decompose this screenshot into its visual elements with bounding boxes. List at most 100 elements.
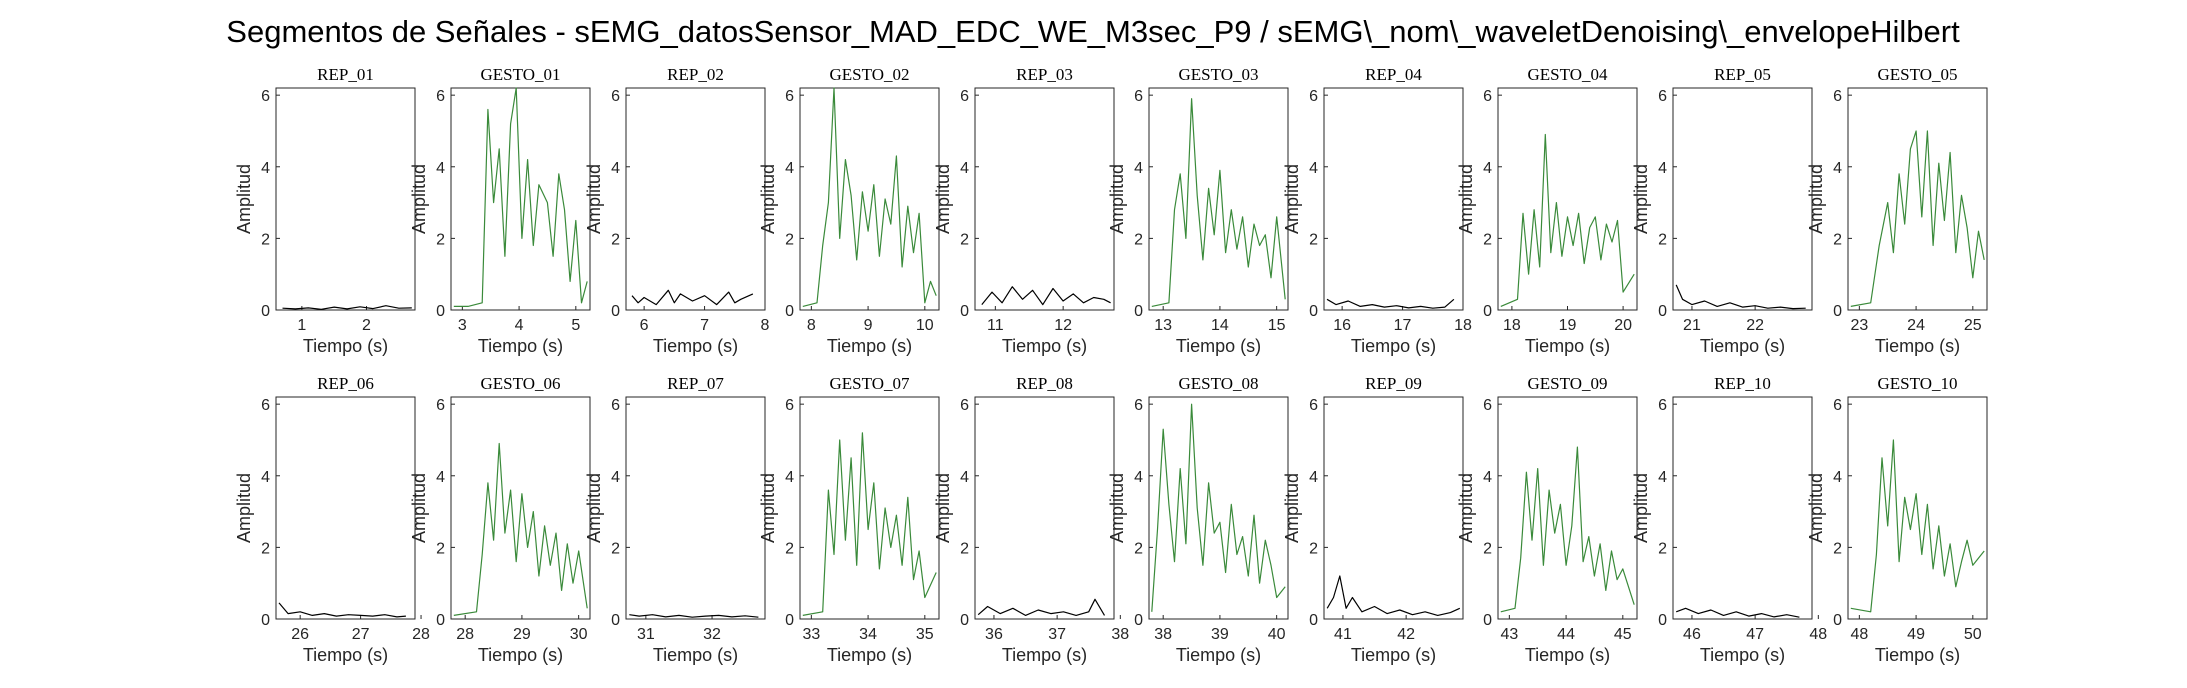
x-tick-label: 37 [1048,626,1066,643]
y-tick-label: 2 [1483,231,1492,248]
y-tick-label: 4 [1833,469,1842,486]
x-axis-label: Tiempo (s) [1002,336,1087,356]
x-axis-label: Tiempo (s) [1002,645,1087,665]
x-axis-label: Tiempo (s) [1875,645,1960,665]
y-tick-label: 2 [785,231,794,248]
y-axis-label: Amplitud [1282,164,1302,234]
y-axis-label: Amplitud [234,164,254,234]
subplot-title: GESTO_07 [830,374,910,393]
x-tick-label: 22 [1746,317,1764,334]
signal-trace [1326,575,1461,617]
axes-box [1148,396,1289,620]
subplot-rep-08: 0 2 4 6 36 37 38 REP_08 Tiempo (s) Amplitud [933,374,1129,665]
y-tick-label: 4 [1134,160,1143,177]
axes-box [275,396,416,620]
subplot-rep-07: 0 2 4 6 31 32 REP_07 Tiempo (s) Amplitud [584,374,766,665]
y-axis-label: Amplitud [1631,473,1651,543]
subplot-rep-09: 0 2 4 6 41 42 REP_09 Tiempo (s) Amplitud [1282,374,1464,665]
y-tick-label: 0 [960,612,969,629]
y-axis-label: Amplitud [758,473,778,543]
axes-box [974,396,1115,620]
axes-box [799,396,940,620]
y-tick-label: 6 [1134,397,1143,414]
y-tick-label: 0 [785,303,794,320]
axes-box [1323,87,1464,311]
subplot-title: REP_02 [667,65,724,84]
y-tick-label: 6 [785,397,794,414]
axes-box [1847,87,1988,311]
x-tick-label: 10 [916,317,934,334]
x-axis-label: Tiempo (s) [478,336,563,356]
subplot-gesto-04: 0 2 4 6 18 19 20 GESTO_04 Tiempo (s) Amplitud [1456,65,1638,356]
y-tick-label: 6 [1658,88,1667,105]
x-tick-label: 47 [1746,626,1764,643]
y-tick-label: 2 [1658,540,1667,557]
x-tick-label: 3 [458,317,467,334]
y-tick-label: 2 [436,231,445,248]
y-tick-label: 2 [1483,540,1492,557]
x-tick-label: 31 [637,626,655,643]
axes-box [1672,87,1813,311]
x-tick-label: 14 [1211,317,1229,334]
x-tick-label: 9 [864,317,873,334]
y-tick-label: 6 [960,397,969,414]
x-tick-label: 24 [1907,317,1925,334]
x-tick-label: 6 [640,317,649,334]
signal-trace [1850,130,1985,307]
y-tick-label: 0 [261,612,270,629]
subplot-title: GESTO_06 [481,374,561,393]
y-axis-label: Amplitud [758,164,778,234]
subplot-title: REP_03 [1016,65,1073,84]
y-tick-label: 0 [960,303,969,320]
y-tick-label: 2 [261,540,270,557]
subplot-title: GESTO_01 [481,65,561,84]
axes-box [974,87,1115,311]
y-tick-label: 4 [1309,469,1318,486]
x-tick-label: 11 [987,317,1004,334]
x-tick-label: 36 [985,626,1003,643]
x-tick-label: 23 [1850,317,1868,334]
x-tick-label: 21 [1683,317,1701,334]
y-tick-label: 4 [261,469,270,486]
y-tick-label: 6 [1658,397,1667,414]
x-axis-label: Tiempo (s) [303,336,388,356]
y-axis-label: Amplitud [409,473,429,543]
y-tick-label: 0 [1134,612,1143,629]
x-tick-label: 15 [1268,317,1286,334]
x-axis-label: Tiempo (s) [1700,336,1785,356]
axes-box [1323,396,1464,620]
y-tick-label: 0 [1309,303,1318,320]
y-axis-label: Amplitud [234,473,254,543]
y-axis-label: Amplitud [1107,473,1127,543]
x-tick-label: 32 [703,626,721,643]
x-tick-label: 41 [1334,626,1352,643]
subplot-rep-01: 0 2 4 6 1 2 REP_01 Tiempo (s) Amplitud [234,65,416,356]
subplot-title: GESTO_08 [1179,374,1259,393]
x-tick-label: 25 [1964,317,1982,334]
y-tick-label: 2 [611,231,620,248]
y-tick-label: 4 [1833,160,1842,177]
signal-trace [453,87,588,307]
x-tick-label: 35 [916,626,934,643]
y-tick-label: 0 [1833,612,1842,629]
signal-trace [1500,446,1635,613]
subplot-title: GESTO_04 [1528,65,1608,84]
y-tick-label: 4 [785,469,794,486]
y-tick-label: 6 [785,88,794,105]
y-tick-label: 6 [436,88,445,105]
y-tick-label: 6 [261,88,270,105]
y-axis-label: Amplitud [584,473,604,543]
signal-trace [278,602,406,618]
x-tick-label: 33 [802,626,820,643]
x-axis-label: Tiempo (s) [1351,645,1436,665]
y-tick-label: 0 [1483,303,1492,320]
signal-trace [1850,439,1985,613]
x-axis-label: Tiempo (s) [303,645,388,665]
y-axis-label: Amplitud [1456,473,1476,543]
signal-trace [629,614,759,618]
y-tick-label: 4 [1483,469,1492,486]
subplot-gesto-07: 0 2 4 6 33 34 35 GESTO_07 Tiempo (s) Amplitud [758,374,940,665]
axes-box [275,87,416,311]
x-tick-label: 46 [1683,626,1701,643]
